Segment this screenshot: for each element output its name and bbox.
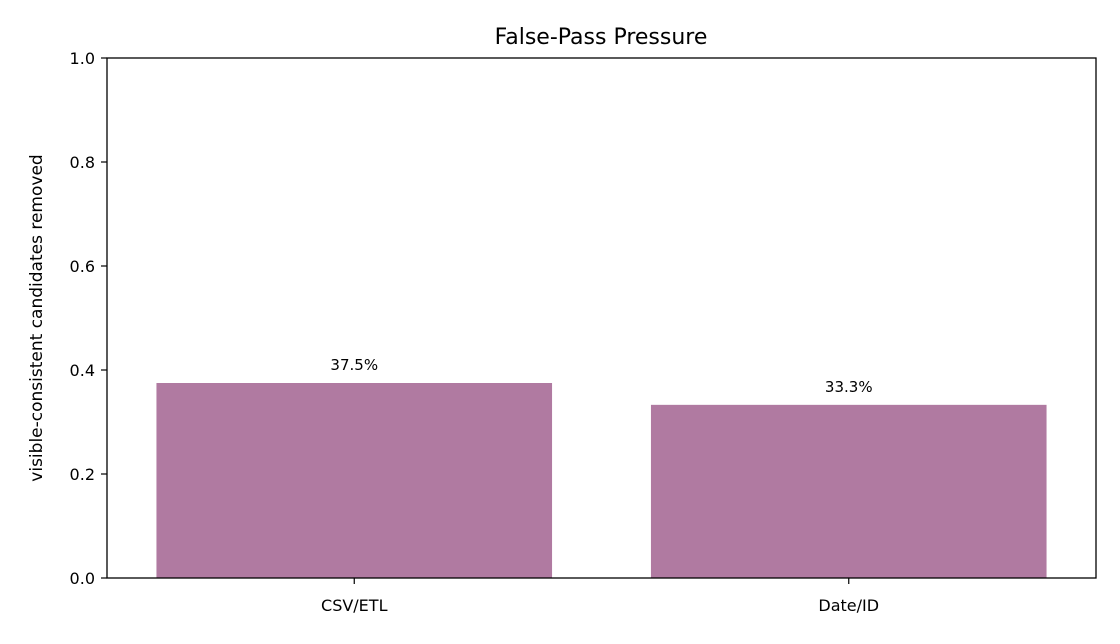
chart-title: False-Pass Pressure	[495, 25, 708, 50]
y-tick-label: 1.0	[70, 49, 95, 68]
y-tick-label: 0.6	[70, 257, 95, 276]
y-axis-label: visible-consistent candidates removed	[27, 154, 47, 481]
bar-data-label: 37.5%	[330, 356, 378, 374]
x-tick-label: CSV/ETL	[321, 596, 388, 615]
y-tick-label: 0.2	[70, 465, 95, 484]
bar-data-label: 33.3%	[825, 378, 873, 396]
x-tick-label: Date/ID	[818, 596, 879, 615]
plot-frame	[106, 57, 1097, 579]
bar-csv-etl	[156, 383, 553, 578]
y-tick-label: 0.0	[70, 569, 95, 588]
plot-area: 37.5% CSV/ETL 33.3% Date/ID 0.0 0.2 0.4 0.6 0.8 1…	[70, 49, 1097, 615]
y-tick-label: 0.4	[70, 361, 95, 380]
bar-date-id	[650, 404, 1047, 578]
y-tick-label: 0.8	[70, 153, 95, 172]
